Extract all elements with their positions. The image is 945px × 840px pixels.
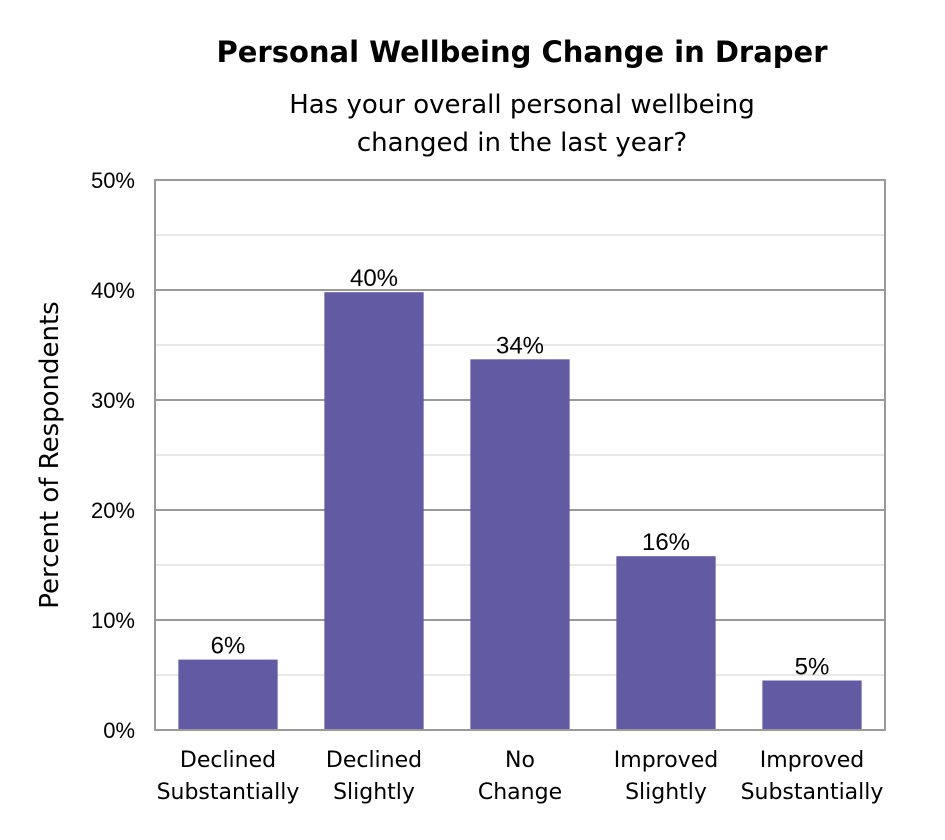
- bar: [616, 556, 716, 730]
- x-category-label: Declined: [180, 748, 276, 773]
- y-axis-label: Percent of Respondents: [35, 301, 65, 608]
- bar: [470, 359, 570, 730]
- x-category-label: Substantially: [157, 780, 300, 805]
- x-category-label: Slightly: [333, 780, 415, 805]
- data-label: 6%: [211, 633, 246, 660]
- x-category-label: Improved: [760, 748, 864, 773]
- y-tick-label: 0%: [103, 718, 135, 743]
- data-label: 34%: [496, 332, 544, 359]
- y-tick-label: 20%: [91, 498, 135, 523]
- chart-subtitle-line-2: changed in the last year?: [357, 128, 687, 158]
- y-tick-label: 10%: [91, 608, 135, 633]
- bar: [762, 680, 862, 730]
- y-tick-label: 40%: [91, 278, 135, 303]
- x-category-label: Substantially: [741, 780, 884, 805]
- y-tick-label: 50%: [91, 168, 135, 193]
- chart-subtitle-line-1: Has your overall personal wellbeing: [289, 90, 755, 120]
- plot-frame: [154, 179, 886, 731]
- chart-title: Personal Wellbeing Change in Draper: [216, 35, 828, 69]
- data-label: 5%: [795, 654, 830, 681]
- bar: [178, 659, 278, 730]
- bar: [324, 292, 424, 730]
- x-category-label: Improved: [614, 748, 718, 773]
- y-tick-label: 30%: [91, 388, 135, 413]
- data-labels: 6% 40% 34% 16% 5%: [211, 265, 830, 680]
- x-category-label: Slightly: [625, 780, 707, 805]
- x-category-label: No: [505, 748, 535, 773]
- x-category-label: Change: [478, 780, 562, 805]
- y-tick-labels: 0% 10% 20% 30% 40% 50%: [91, 168, 135, 743]
- data-label: 16%: [642, 529, 690, 556]
- x-category-labels: Declined Substantially Declined Slightly No C…: [157, 748, 884, 805]
- data-label: 40%: [350, 265, 398, 292]
- bars: [178, 292, 862, 730]
- x-category-label: Declined: [326, 748, 422, 773]
